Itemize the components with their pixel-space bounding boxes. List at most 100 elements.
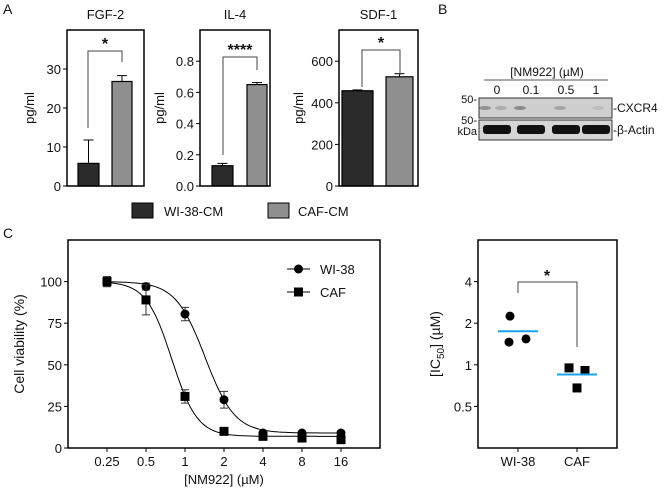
y-tick-label: 50 <box>48 358 62 373</box>
plot-frame <box>199 29 271 187</box>
x-tick-label: 2 <box>220 454 227 469</box>
data-point-caf <box>258 431 268 441</box>
y-axis-label: [IC50] (µM) <box>427 311 447 377</box>
blot-actin <box>478 119 613 141</box>
mw-marker: 50- <box>461 115 477 127</box>
x-tick-label: 0.5 <box>137 454 155 469</box>
y-tick-label: 1 <box>465 358 472 373</box>
y-axis-label: Cell viability (%) <box>11 294 27 394</box>
data-point-wi-38 <box>504 337 514 347</box>
y-tick-label: 0 <box>326 179 333 194</box>
y-axis-label: pg/ml <box>22 92 37 124</box>
y-tick-label: 0 <box>55 441 62 456</box>
band-label: -β-Actin <box>613 123 655 137</box>
fit-curve-wi-38 <box>107 281 341 434</box>
band <box>483 125 511 134</box>
band <box>514 106 526 110</box>
significance-bracket <box>361 49 401 87</box>
data-point-wi-38 <box>180 309 190 319</box>
x-tick-label: 8 <box>298 454 305 469</box>
data-point-caf <box>297 433 307 443</box>
bar-caf-cm <box>246 83 268 187</box>
x-tick-label: 0.25 <box>94 454 119 469</box>
western-blot: [NM922] (µM)0 0.1 0.5 150-50-kDa-CXCR4-β-Ac… <box>457 65 658 141</box>
x-tick-label: 4 <box>259 454 266 469</box>
y-tick-label: 10 <box>47 140 61 155</box>
legend-label: WI-38 <box>320 262 355 277</box>
band-label: -CXCR4 <box>613 101 658 115</box>
legend-swatch-caf-cm <box>267 202 290 219</box>
data-point-wi-38 <box>521 334 531 344</box>
x-axis-label: [NM922] (µM) <box>184 472 264 487</box>
significance-stars: * <box>378 35 385 52</box>
legend-label: WI-38-CM <box>164 204 223 219</box>
significance-bracket <box>222 56 258 155</box>
bar-chart-fgf-2: FGF-2 pg/ml 0 10 20 30 * <box>22 7 145 194</box>
bar-wi-38-cm <box>211 165 234 187</box>
band <box>554 106 566 110</box>
bar-chart-il-4: IL-4 pg/ml 0.0 0.2 0.4 0.6 0.8 **** <box>152 7 271 194</box>
data-point-caf <box>141 295 151 305</box>
y-tick-label: 0 <box>54 179 61 194</box>
significance-star: * <box>544 268 551 285</box>
mw-marker: 50- <box>461 94 477 106</box>
x-tick-label: 1 <box>181 454 188 469</box>
chart-title: SDF-1 <box>360 7 398 22</box>
y-tick-label: 0.8 <box>176 54 194 69</box>
legend-marker-circle <box>294 264 303 274</box>
fit-curve-caf <box>106 282 341 437</box>
y-tick-label: 20 <box>47 101 61 116</box>
y-label-part: [IC <box>427 359 443 377</box>
panel-label-c: C <box>3 225 13 241</box>
y-tick-label: 25 <box>48 399 62 414</box>
data-point-caf <box>180 391 190 401</box>
legend-label: CAF <box>320 285 346 300</box>
y-tick-label: 4 <box>465 275 472 290</box>
chart-title: IL-4 <box>224 7 246 22</box>
legend-marker-square <box>294 287 303 297</box>
lane-label: 0.5 <box>558 83 575 97</box>
x-tick-label: 16 <box>334 454 348 469</box>
y-tick-label: 600 <box>311 54 333 69</box>
lane-label: 0 <box>494 83 501 97</box>
lane-label: 1 <box>593 83 600 97</box>
bar-caf-cm <box>111 80 133 187</box>
blot-header: [NM922] (µM) <box>510 65 584 79</box>
lane-label: 0.1 <box>523 83 540 97</box>
bar-wi-38-cm <box>77 162 100 187</box>
data-point-caf <box>102 277 112 287</box>
band <box>495 106 507 110</box>
bar-wi-38-cm <box>341 90 374 187</box>
y-tick-label: 0.0 <box>176 179 194 194</box>
y-tick-label: 0.6 <box>176 85 194 100</box>
data-point-caf <box>219 426 229 436</box>
y-tick-label: 75 <box>48 316 62 331</box>
band <box>592 106 604 110</box>
significance-bracket <box>517 281 578 347</box>
data-point-wi-38 <box>505 311 515 321</box>
significance-bracket <box>87 50 123 128</box>
y-tick-label: 200 <box>311 137 333 152</box>
y-label-subscript: 50 <box>436 347 447 359</box>
band <box>479 106 491 110</box>
legend-label: CAF-CM <box>298 204 349 219</box>
y-label-part: ] (µM) <box>427 311 443 348</box>
bar-caf-cm <box>385 76 414 187</box>
chart-title: FGF-2 <box>87 7 125 22</box>
y-tick-label: 100 <box>40 275 62 290</box>
dose-response-chart: 0 25 50 75 100 0.25 0.5 1 2 4 8 16 [NM922] (µM) Cell … <box>11 239 381 487</box>
y-tick-label: 2 <box>465 316 472 331</box>
data-point-caf <box>572 383 582 393</box>
y-tick-label: 0.2 <box>176 148 194 163</box>
y-tick-label: 400 <box>311 96 333 111</box>
band <box>517 125 545 134</box>
legend-swatch-wi38-cm <box>131 202 154 219</box>
data-point-caf <box>564 363 574 373</box>
plot-frame <box>338 29 419 187</box>
data-point-wi-38 <box>219 395 229 405</box>
y-tick-label: 0.4 <box>176 117 194 132</box>
y-axis-label: pg/ml <box>152 92 167 124</box>
panel-label-b: B <box>438 1 447 17</box>
plot-frame <box>477 239 618 449</box>
